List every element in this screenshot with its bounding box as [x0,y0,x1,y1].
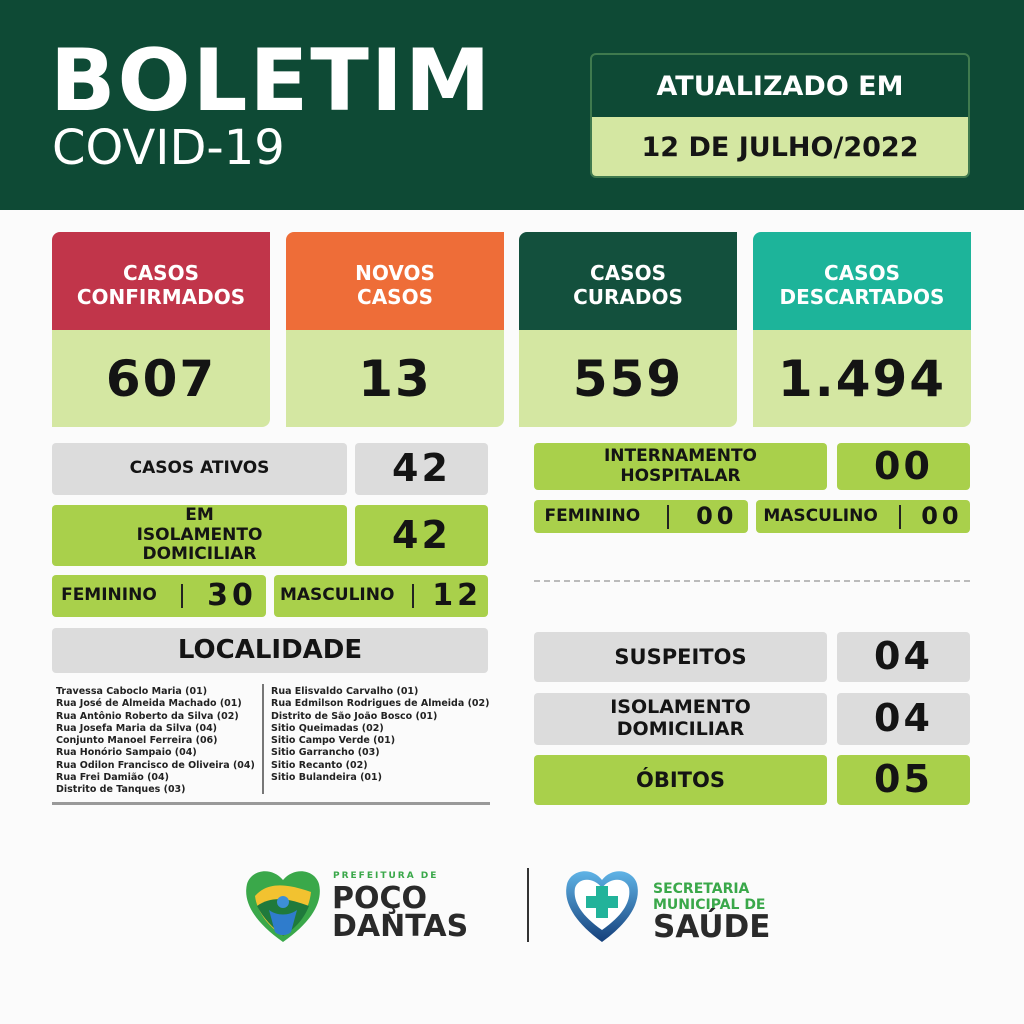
secretaria-small-2: MUNICIPAL DE [653,897,766,913]
card-label: CASOS DESCARTADOS [753,232,971,330]
localidade-item: Rua Odilon Francisco de Oliveira (04) [56,759,255,771]
divider [898,504,901,529]
isolamento2-value: 04 [837,693,970,745]
localidade-list-2: Rua Elisvaldo Carvalho (01) Rua Edmilson … [271,686,496,784]
card-value: 607 [52,330,270,427]
prefeitura-heart-logo-icon [246,871,320,942]
internamento-masculino: MASCULINO 00 [756,500,970,533]
secretaria-small-1: SECRETARIA [653,881,750,897]
localidade-item: Rua Antônio Roberto da Silva (02) [56,710,239,722]
internamento-value: 00 [837,443,970,490]
prefeitura-name-1: POÇO [332,881,428,916]
feminino-value: 00 [696,501,738,530]
isolamento-feminino: FEMININO 30 [52,575,266,617]
localidade-item: Rua José de Almeida Machado (01) [56,698,242,710]
localidade-item: Distrito de São João Bosco (01) [271,710,438,722]
localidade-item: Sitio Recanto (02) [271,759,368,771]
localidade-item: Rua Elisvaldo Carvalho (01) [271,686,419,697]
card-descartados: CASOS DESCARTADOS 1.494 [753,232,971,427]
card-label: CASOS CURADOS [519,232,737,330]
card-label: CASOS CONFIRMADOS [52,232,270,330]
localidade-item: Distrito de Tanques (03) [56,784,186,796]
card-value: 559 [519,330,737,427]
card-novos: NOVOS CASOS 13 [286,232,504,427]
dashed-divider [534,580,970,582]
localidade-item: Sitio Bulandeira (01) [271,772,382,784]
updated-box: ATUALIZADO EM 12 DE JULHO/2022 [590,53,970,178]
isolamento-value: 42 [355,505,488,566]
feminino-label: FEMININO [544,505,641,526]
localidade-item: Sitio Queimadas (02) [271,722,384,734]
obitos-label: ÓBITOS [534,755,827,805]
internamento-label: INTERNAMENTO HOSPITALAR [534,443,827,490]
secretaria-name: SAÚDE [653,909,771,945]
saude-heart-logo-icon [566,871,638,942]
list-divider [262,684,264,794]
divider [412,584,415,608]
card-curados: CASOS CURADOS 559 [519,232,737,427]
localidade-item: Rua Josefa Maria da Silva (04) [56,722,218,734]
divider [180,584,183,608]
feminino-label: FEMININO [61,585,157,606]
updated-date: 12 DE JULHO/2022 [592,117,968,176]
page-title: BOLETIM [50,31,493,131]
updated-label: ATUALIZADO EM [656,70,904,102]
card-value: 1.494 [753,330,971,427]
localidade-item: Conjunto Manoel Ferreira (06) [56,735,218,747]
masculino-label: MASCULINO [279,585,395,606]
bottom-rule [52,802,490,805]
page-subtitle: COVID-19 [52,120,285,176]
casos-ativos-value: 42 [355,443,488,495]
masculino-value: 12 [432,577,483,613]
localidade-list-1: Travessa Caboclo Maria (01) Rua José de A… [56,686,261,797]
internamento-feminino: FEMININO 00 [534,500,748,533]
isolamento-masculino: MASCULINO 12 [274,575,488,617]
prefeitura-name-2: DANTAS [332,909,469,944]
localidade-item: Travessa Caboclo Maria (01) [56,686,208,697]
logo-divider [527,868,529,942]
suspeitos-label: SUSPEITOS [534,632,827,682]
localidade-item: Rua Honório Sampaio (04) [56,747,197,759]
localidade-title: LOCALIDADE [52,628,488,673]
card-value: 13 [286,330,504,427]
casos-ativos-label: CASOS ATIVOS [52,443,347,495]
isolamento-label: EM ISOLAMENTO DOMICILIAR [52,505,347,566]
masculino-value: 00 [921,501,963,530]
localidade-item: Rua Frei Damião (04) [56,772,169,784]
localidade-item: Rua Edmilson Rodrigues de Almeida (02) [271,698,490,710]
localidade-item: Sitio Campo Verde (01) [271,735,396,747]
isolamento2-label: ISOLAMENTO DOMICILIAR [534,693,827,745]
obitos-value: 05 [837,755,970,805]
divider [667,504,670,529]
localidade-item: Sitio Garrancho (03) [271,747,380,759]
prefeitura-small: PREFEITURA DE [333,871,439,881]
masculino-label: MASCULINO [763,505,878,526]
feminino-value: 30 [207,577,257,613]
suspeitos-value: 04 [837,632,970,682]
card-confirmados: CASOS CONFIRMADOS 607 [52,232,270,427]
card-label: NOVOS CASOS [286,232,504,330]
